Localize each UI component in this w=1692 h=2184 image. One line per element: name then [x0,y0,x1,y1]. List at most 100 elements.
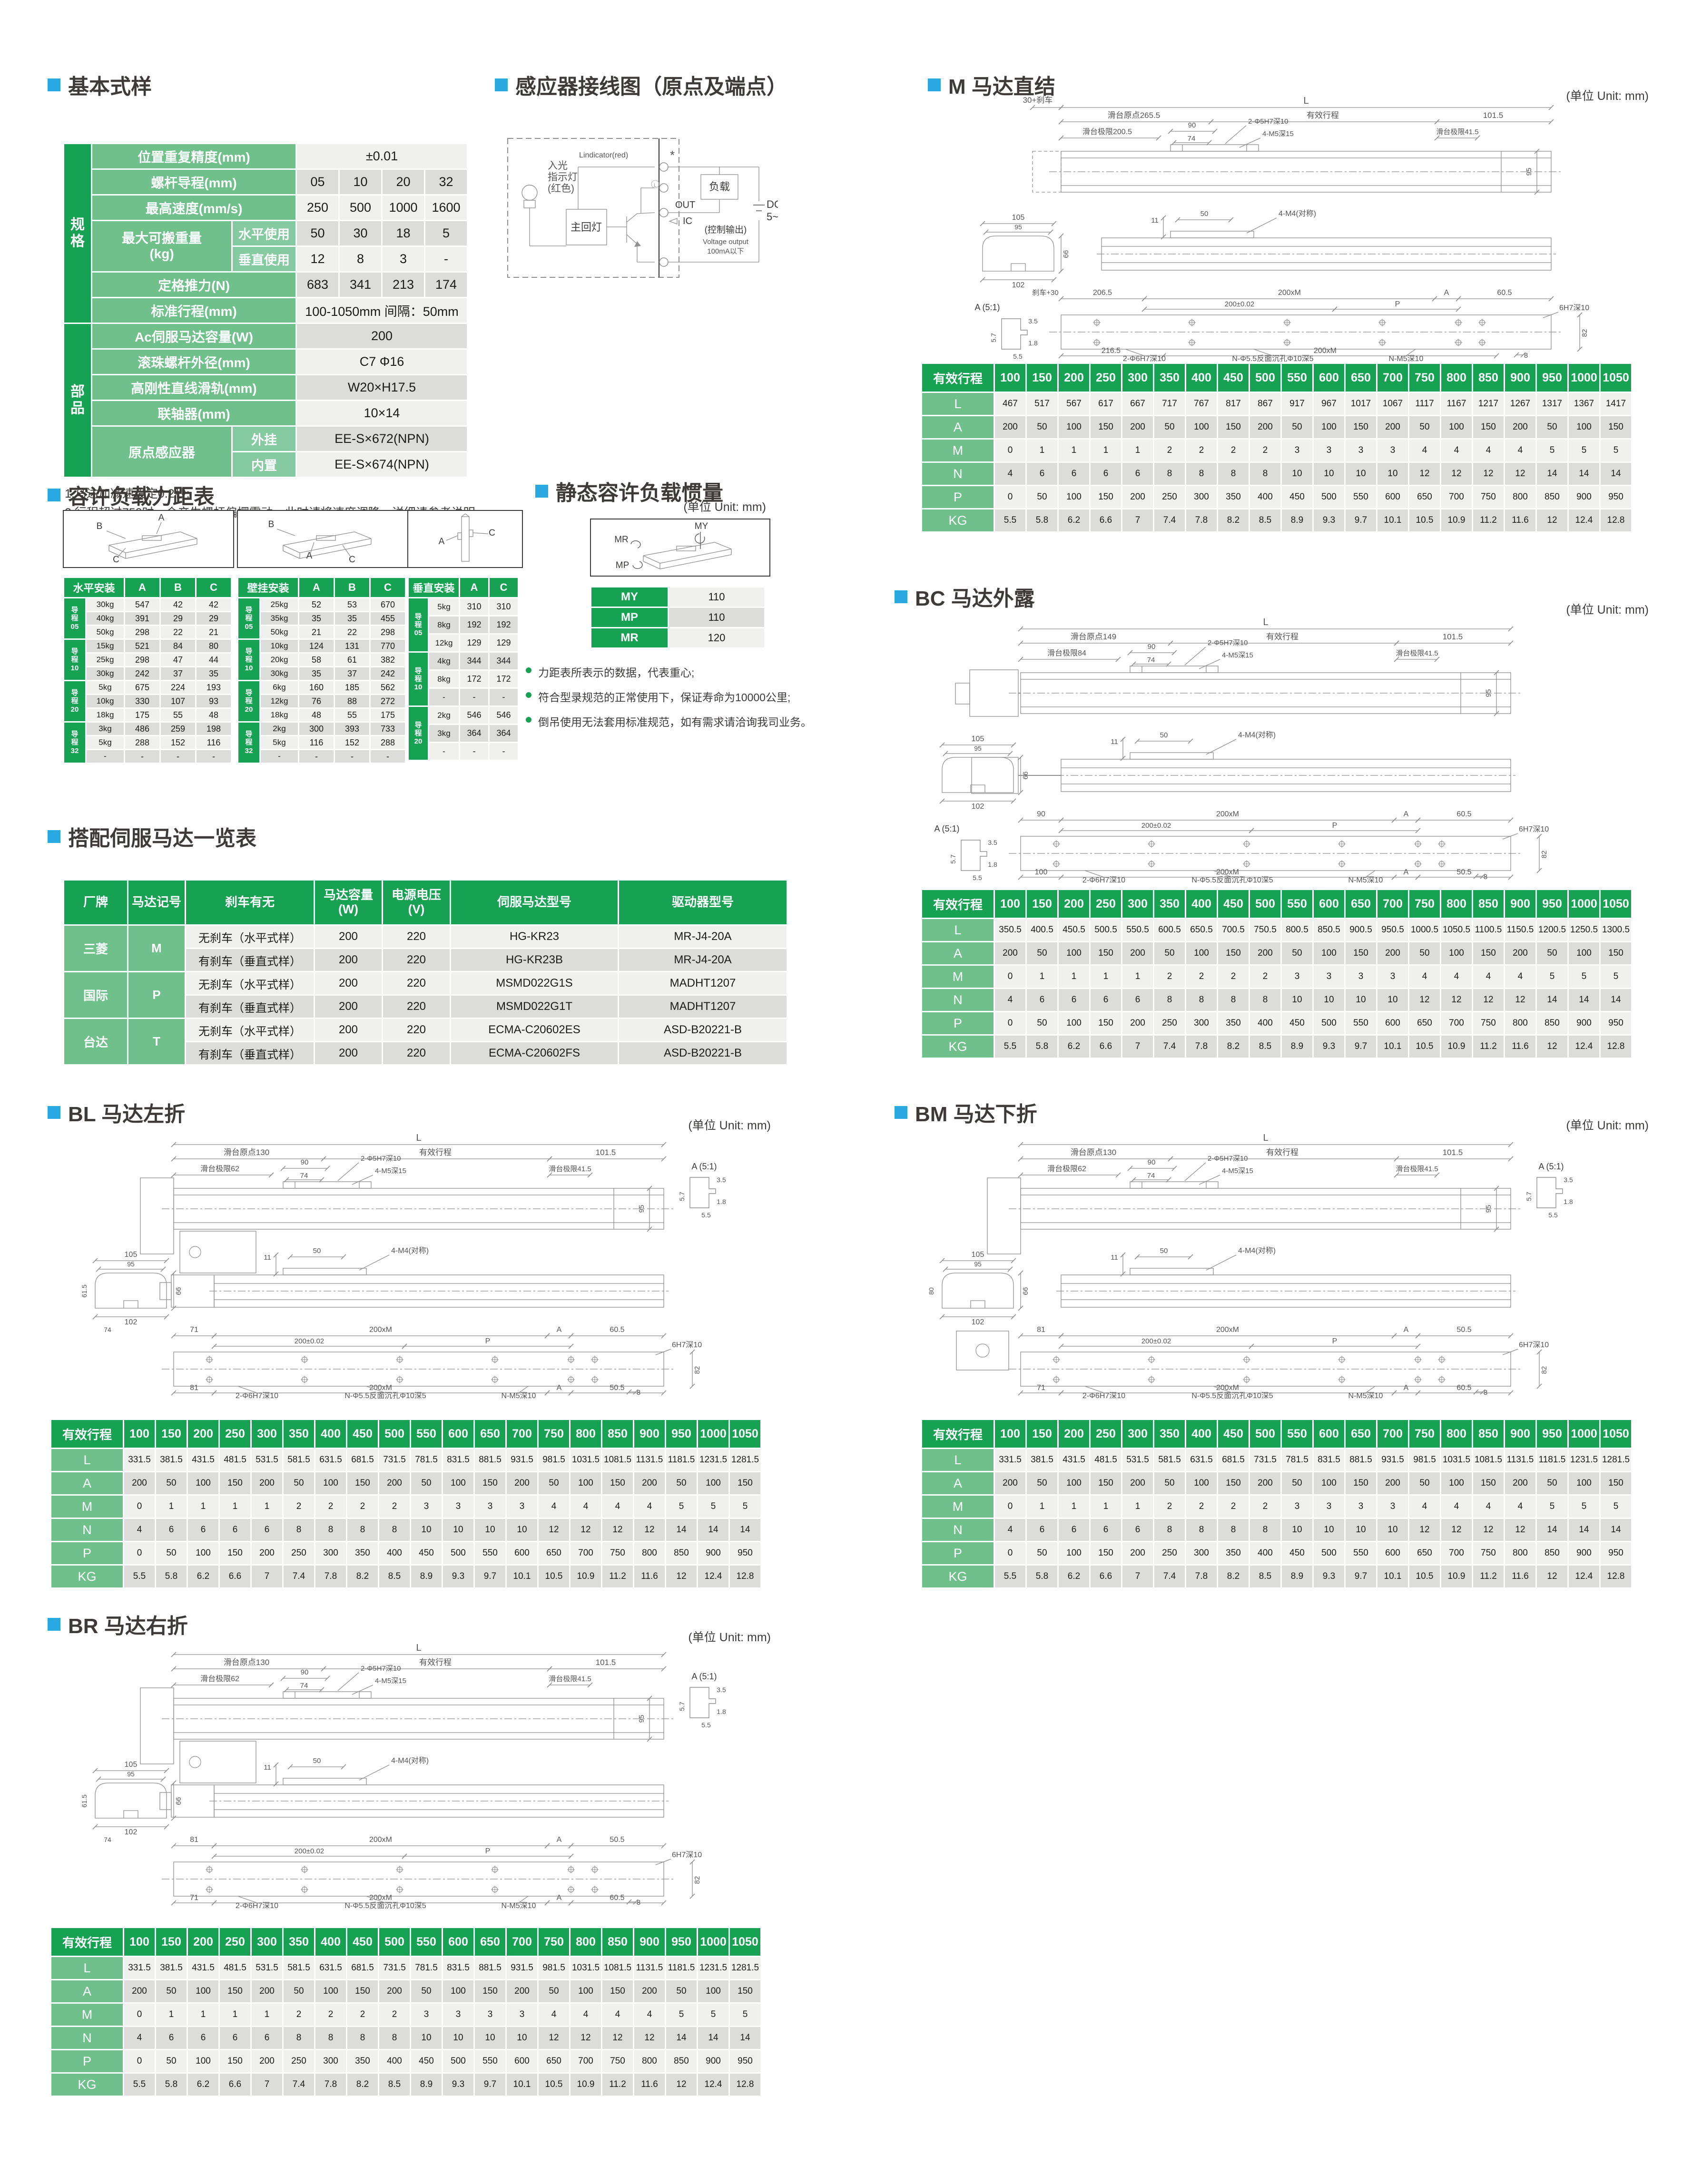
value-cell: 3 [1377,1496,1408,1518]
unit-note: (单位 Unit: mm) [683,500,766,514]
svg-text:2-Φ6H7深10: 2-Φ6H7深10 [236,1901,278,1909]
svg-text:N-M5深10: N-M5深10 [1348,1391,1383,1399]
value-cell: 731.5 [379,1449,410,1471]
value-cell: 531.5 [1122,1449,1153,1471]
sensor-wiring-diagram: 入光 指示灯 (红色) Lindicator(red) 主回灯 * L OUT IC 负载 DC 5~… [502,121,797,288]
stroke-col: 600 [1314,890,1344,918]
svg-text:滑台原点130: 滑台原点130 [224,1148,269,1157]
brand-cell: 台达 [64,1019,127,1064]
row-label: M [51,1496,123,1518]
value-cell: 14 [1569,1519,1599,1541]
value-cell: 6.6 [1091,509,1121,531]
value-cell: 5 [666,2004,697,2026]
value-cell: 8 [1218,989,1249,1011]
svg-text:A: A [158,513,165,523]
table-row: A 200 50 100 150 200 50 100 150 200 50 100 150 200 50 1… [922,942,1631,964]
value-cell: 450 [1282,486,1312,508]
value-cell: 无刹车（水平式样） [186,1019,314,1041]
stroke-col: 250 [1091,364,1121,392]
value-cell: 7.8 [1186,1566,1217,1587]
data-table: 有效行程 100 150 200 250 300 350 400 450 500 550 600 650… [921,1419,1633,1589]
svg-text:A: A [1404,868,1409,876]
unit-note: (单位 Unit: mm) [1566,603,1649,617]
data-table: 有效行程 100 150 200 250 300 350 400 450 500 550 600 650… [50,1927,762,2097]
mount-header: 垂直安装 [409,578,459,597]
value-cell: 767 [1186,393,1217,415]
value-cell: 1231.5 [698,1449,728,1471]
value-cell: 14 [1601,463,1631,485]
row-label: N [922,989,994,1011]
stroke-col: 800 [1441,1420,1472,1448]
value-cell: - [490,689,518,705]
value-cell: 6 [1091,463,1121,485]
stroke-col: 900 [1505,364,1535,392]
value-cell: 300 [1186,486,1217,508]
value-cell: 5 [425,221,467,245]
stroke-col: 700 [1377,1420,1408,1448]
svg-text:2-Φ5H7深10: 2-Φ5H7深10 [361,1155,401,1163]
value-cell: 8.5 [1250,509,1280,531]
value-cell: 10 [475,1519,505,1541]
svg-text:8: 8 [1484,873,1487,881]
svg-text:95: 95 [1525,168,1533,176]
value-cell: 300 [315,1542,346,1564]
stroke-col: 400 [315,1928,346,1956]
value-cell: 3 [1346,1496,1376,1518]
value-cell: 160 [299,681,334,694]
value-cell: 50kg [261,626,298,638]
note-text: 倒吊使用无法套用标准规范，如有需求请洽询我司业务。 [538,716,812,728]
section-basic-spec: 基本式样 [48,69,152,100]
value-cell: 6.6 [1091,1566,1121,1587]
svg-text:滑台极限62: 滑台极限62 [200,1675,239,1683]
value-cell: 10 [507,1519,537,1541]
svg-text:61.5: 61.5 [80,1284,88,1297]
stroke-col: 350 [284,1420,314,1448]
svg-text:80: 80 [927,1287,935,1295]
stroke-col: 550 [1282,364,1312,392]
value-cell: 9.3 [1314,1566,1344,1587]
svg-text:2-Φ5H7深10: 2-Φ5H7深10 [1248,118,1289,126]
value-cell: 12.8 [1601,1036,1631,1058]
value-cell: 393 [335,723,369,735]
value-cell: - [429,743,459,760]
value-cell: ASD-B20221-B [619,1042,787,1064]
value-cell: 14 [698,1519,728,1541]
stroke-col: 500 [1250,890,1280,918]
value-cell: 6 [188,1519,218,1541]
table-row: 18kg 48 55 175 [238,709,405,721]
value-cell: 7 [1122,509,1153,531]
svg-text:61.5: 61.5 [80,1794,88,1807]
value-cell: 288 [371,736,405,749]
svg-text:N-Φ5.5反面沉孔Φ10深5: N-Φ5.5反面沉孔Φ10深5 [344,1901,426,1909]
bl-motor-stroke-table: 有效行程 100 150 200 250 300 350 400 450 500 550 600 650… [50,1419,762,1589]
value-cell: 531.5 [252,1449,282,1471]
value-cell: 200 [315,972,382,994]
section-title-text: BM 马达下折 [915,1103,1037,1126]
svg-text:滑台原点130: 滑台原点130 [1071,1148,1116,1157]
stroke-col: 350 [1154,890,1185,918]
svg-text:95: 95 [1485,689,1493,697]
value-cell: 50 [666,1472,697,1494]
value-cell: 1 [1059,440,1089,461]
value-cell: 521 [125,640,159,652]
value-cell: 14 [1601,1519,1631,1541]
stroke-header: 有效行程 [922,890,994,918]
value-cell: 44 [197,654,231,666]
stroke-col: 1000 [1569,890,1599,918]
stroke-col: 200 [1059,890,1089,918]
value-cell: 967 [1314,393,1344,415]
value-cell: 6.6 [1091,1036,1121,1058]
value-cell: 150 [220,1980,250,2002]
value-cell: 22 [335,626,369,638]
value-cell: 683 [297,273,338,297]
value-cell: 1100.5 [1473,919,1504,941]
svg-text:81: 81 [190,1836,198,1844]
value-cell: 750 [602,1542,633,1564]
value-cell: 14 [698,2027,728,2049]
data-table: 壁挂安装 A B C 导 程 05 25kg 52 53 670 35kg 35 35 455 50kg 2… [237,577,406,764]
value-cell: 12.8 [1601,509,1631,531]
value-cell: 172 [490,671,518,687]
table-row: 导 程 10 15kg 521 84 80 [64,640,231,680]
stroke-header: 有效行程 [51,1420,123,1448]
svg-text:A: A [1444,289,1449,297]
